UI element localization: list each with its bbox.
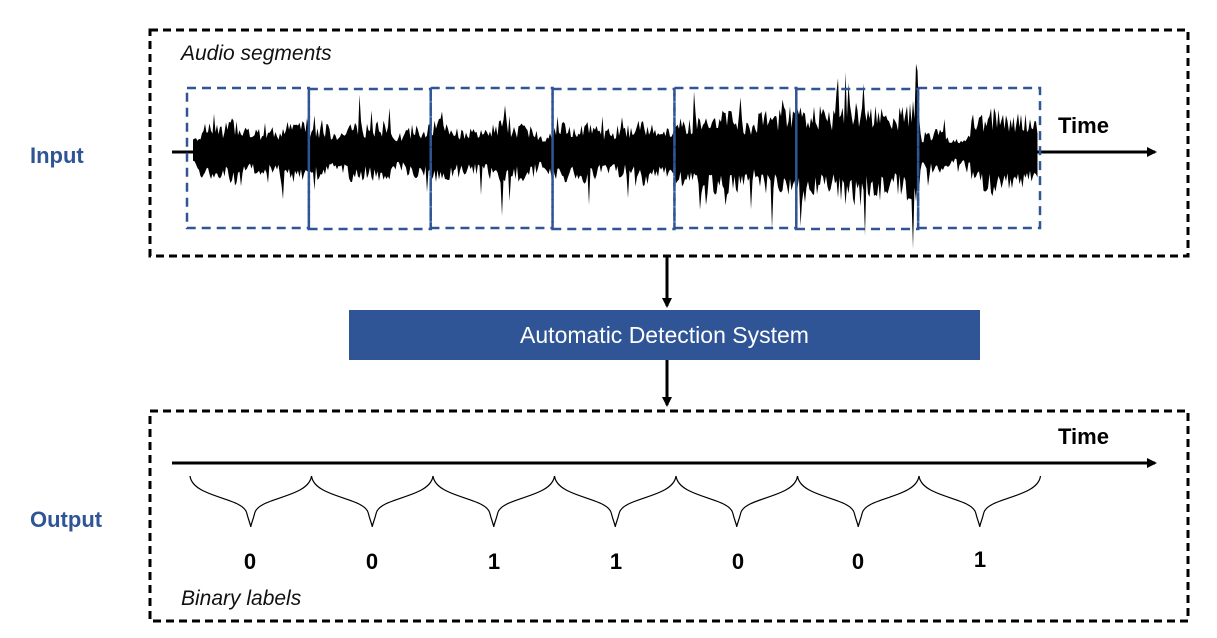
output-label: Output — [30, 507, 103, 532]
output-frame — [148, 409, 1190, 623]
binary-label-2: 0 — [365, 549, 379, 574]
input-frame — [148, 28, 1190, 258]
binary-labels-caption: Binary labels — [181, 587, 302, 610]
system-label: Automatic Detection System — [520, 321, 809, 348]
curly-brace — [432, 475, 556, 528]
curly-brace — [553, 475, 677, 528]
audio-waveform — [193, 63, 1038, 250]
curly-brace — [310, 475, 434, 528]
curly-brace — [675, 475, 799, 528]
segment-braces — [189, 475, 1042, 528]
binary-label-6: 0 — [851, 549, 865, 574]
binary-label-1: 0 — [243, 549, 257, 574]
audio-segment-box — [673, 86, 798, 230]
output-time-label: Time — [1058, 424, 1109, 449]
audio-segment-box — [916, 86, 1042, 230]
audio-segments-caption: Audio segments — [181, 42, 332, 65]
audio-segment-box — [795, 87, 920, 231]
binary-label-5: 0 — [731, 549, 745, 574]
input-time-label: Time — [1058, 113, 1109, 138]
audio-segment-boxes — [185, 86, 1042, 231]
binary-label-4: 1 — [609, 549, 623, 574]
binary-label-3: 1 — [487, 549, 501, 574]
binary-label-7: 1 — [973, 547, 987, 572]
curly-brace — [918, 475, 1042, 528]
curly-brace — [189, 475, 313, 528]
curly-brace — [796, 475, 920, 528]
audio-segment-box — [307, 87, 432, 231]
audio-segment-box — [551, 87, 676, 231]
audio-segment-box — [429, 86, 554, 230]
automatic-detection-system-block: Automatic Detection System — [349, 310, 980, 360]
audio-segment-box — [185, 86, 311, 230]
input-label: Input — [30, 143, 84, 168]
